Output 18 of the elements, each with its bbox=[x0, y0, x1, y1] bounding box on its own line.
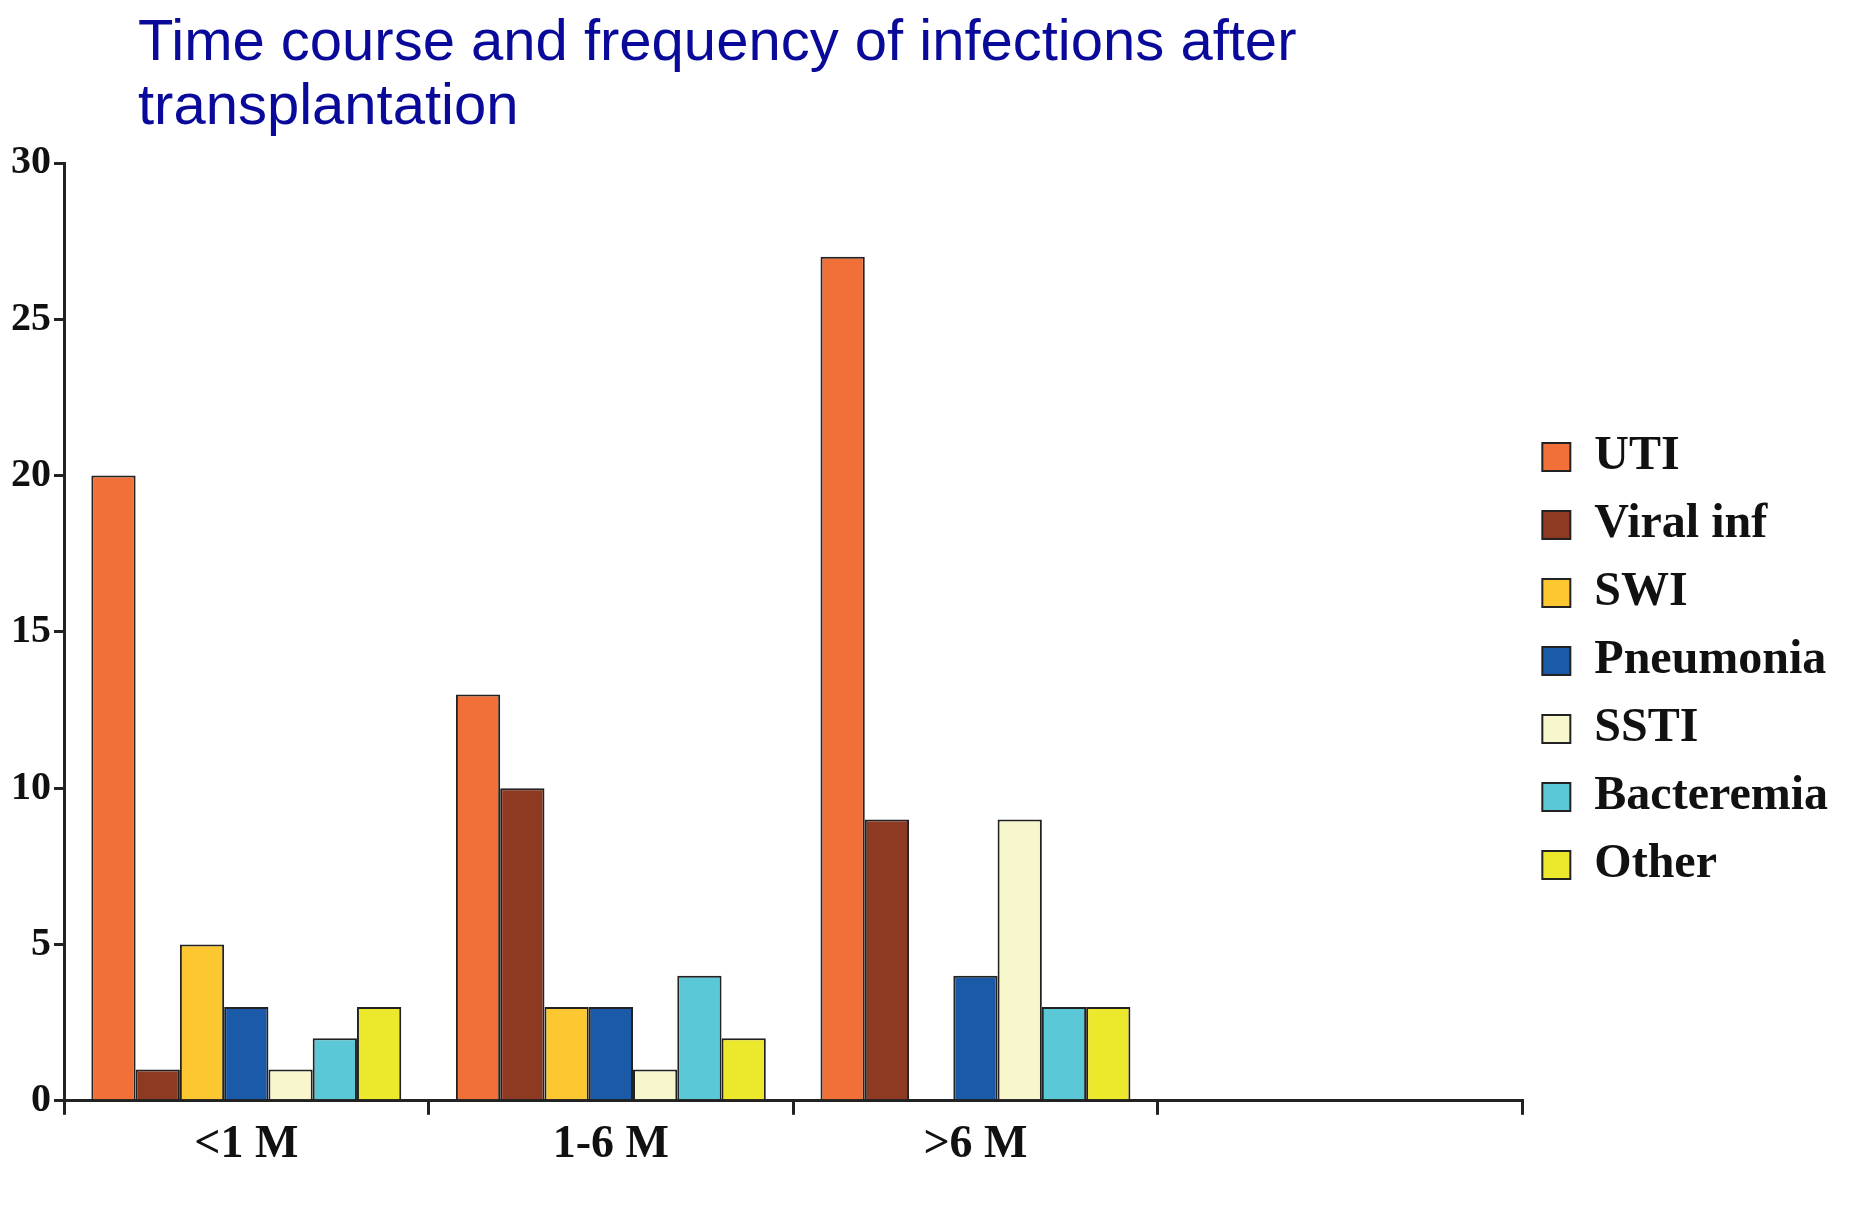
y-tick-label: 15 bbox=[11, 605, 51, 651]
legend-label: Bacteremia bbox=[1594, 766, 1828, 819]
y-tick-label: 30 bbox=[11, 136, 51, 182]
x-tick-label: <1 M bbox=[194, 1115, 299, 1167]
y-tick-label: 20 bbox=[11, 449, 51, 495]
chart-title: Time course and frequency of infections after transplantation bbox=[138, 7, 1298, 136]
legend-label: Other bbox=[1594, 834, 1717, 887]
x-tick-label: >6 M bbox=[923, 1115, 1028, 1167]
legend-label: SSTI bbox=[1594, 698, 1699, 751]
legend-label: UTI bbox=[1594, 426, 1680, 479]
legend-label: Pneumonia bbox=[1594, 630, 1827, 683]
y-tick-label: 25 bbox=[11, 293, 51, 339]
y-tick-label: 5 bbox=[31, 918, 51, 964]
legend-label: SWI bbox=[1594, 562, 1688, 615]
y-tick-label: 0 bbox=[31, 1074, 51, 1120]
y-tick-label: 10 bbox=[11, 762, 51, 808]
x-tick-label: 1-6 M bbox=[552, 1115, 669, 1167]
legend-label: Viral inf bbox=[1594, 494, 1769, 547]
